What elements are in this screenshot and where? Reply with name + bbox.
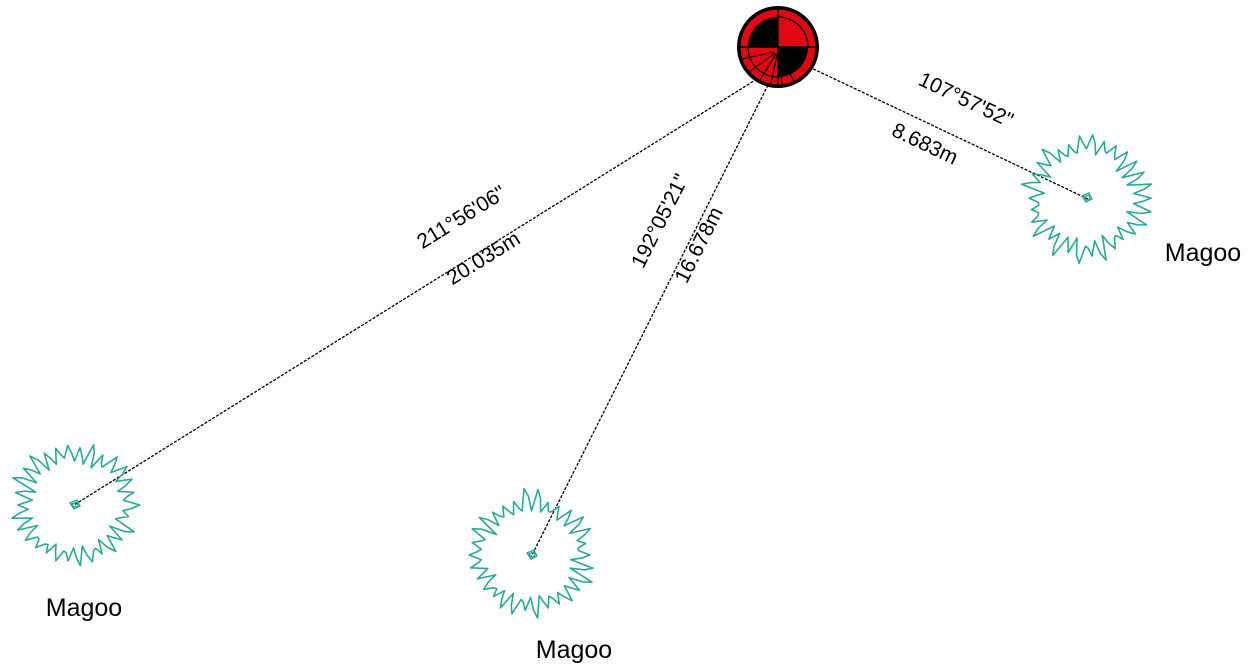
distance-label-2: 16.678m	[671, 203, 728, 286]
tree-trunk-icon	[1081, 192, 1093, 203]
measurement-line-3	[804, 64, 1089, 200]
tree-trunk-icon	[69, 499, 81, 510]
measurement-line-1	[73, 78, 758, 506]
tree-label-2: Magoo	[536, 636, 612, 664]
tree-canopy-icon	[11, 444, 141, 567]
tree-label-3: Magoo	[1165, 239, 1241, 267]
tree-canopy-icon	[1020, 134, 1153, 265]
distance-label-3: 8.683m	[888, 119, 961, 170]
tree-canopy-icon	[468, 487, 594, 619]
tree-3[interactable]	[1020, 134, 1153, 265]
bearing-label-3: 107°57'52"	[915, 68, 1017, 132]
distance-label-1: 20.035m	[443, 227, 525, 290]
tree-trunk-icon	[526, 549, 538, 560]
survey-target-icon[interactable]	[737, 6, 819, 88]
tree-2[interactable]	[468, 487, 594, 619]
measurement-line-2	[530, 80, 771, 558]
tree-1[interactable]	[11, 444, 141, 567]
tree-label-1: Magoo	[46, 594, 122, 622]
